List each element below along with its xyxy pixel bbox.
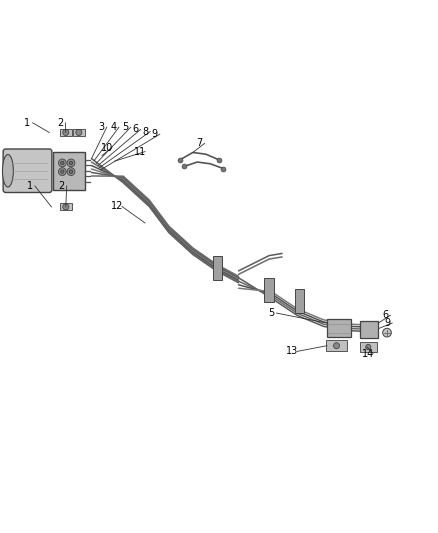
Circle shape: [76, 130, 82, 135]
Text: 13: 13: [286, 346, 298, 357]
Circle shape: [60, 161, 64, 165]
Bar: [60, 129, 72, 136]
Circle shape: [63, 204, 69, 210]
Text: 2: 2: [58, 181, 64, 191]
Bar: [327, 319, 351, 337]
Text: 9: 9: [152, 129, 158, 139]
Text: 5: 5: [122, 122, 128, 132]
Text: 11: 11: [134, 147, 146, 157]
Text: 4: 4: [111, 122, 117, 132]
Bar: [73, 129, 85, 136]
Bar: [53, 151, 85, 190]
Bar: [360, 321, 378, 338]
Circle shape: [383, 328, 391, 337]
Text: 3: 3: [99, 122, 105, 132]
Text: 5: 5: [268, 308, 274, 318]
Text: 10: 10: [101, 143, 113, 152]
Bar: [295, 289, 304, 313]
Circle shape: [366, 344, 371, 350]
Text: 6: 6: [382, 310, 389, 320]
Text: 7: 7: [196, 139, 202, 148]
Circle shape: [60, 170, 64, 173]
Circle shape: [333, 343, 339, 349]
Circle shape: [63, 130, 69, 135]
Circle shape: [58, 159, 66, 167]
Bar: [213, 256, 223, 280]
Ellipse shape: [3, 155, 13, 187]
Circle shape: [67, 168, 75, 175]
Text: 8: 8: [142, 126, 148, 136]
Bar: [60, 204, 72, 211]
Circle shape: [58, 168, 66, 175]
Text: 1: 1: [27, 181, 33, 191]
Bar: [264, 278, 274, 302]
Text: 9: 9: [384, 318, 390, 328]
FancyBboxPatch shape: [3, 149, 52, 192]
Text: 6: 6: [132, 124, 138, 134]
Text: 2: 2: [57, 118, 63, 128]
Circle shape: [67, 159, 75, 167]
Bar: [360, 342, 377, 352]
Circle shape: [69, 170, 73, 173]
Bar: [326, 341, 347, 351]
Circle shape: [69, 161, 73, 165]
Text: 12: 12: [110, 201, 123, 212]
Text: 1: 1: [25, 118, 31, 128]
Text: 14: 14: [362, 349, 374, 359]
